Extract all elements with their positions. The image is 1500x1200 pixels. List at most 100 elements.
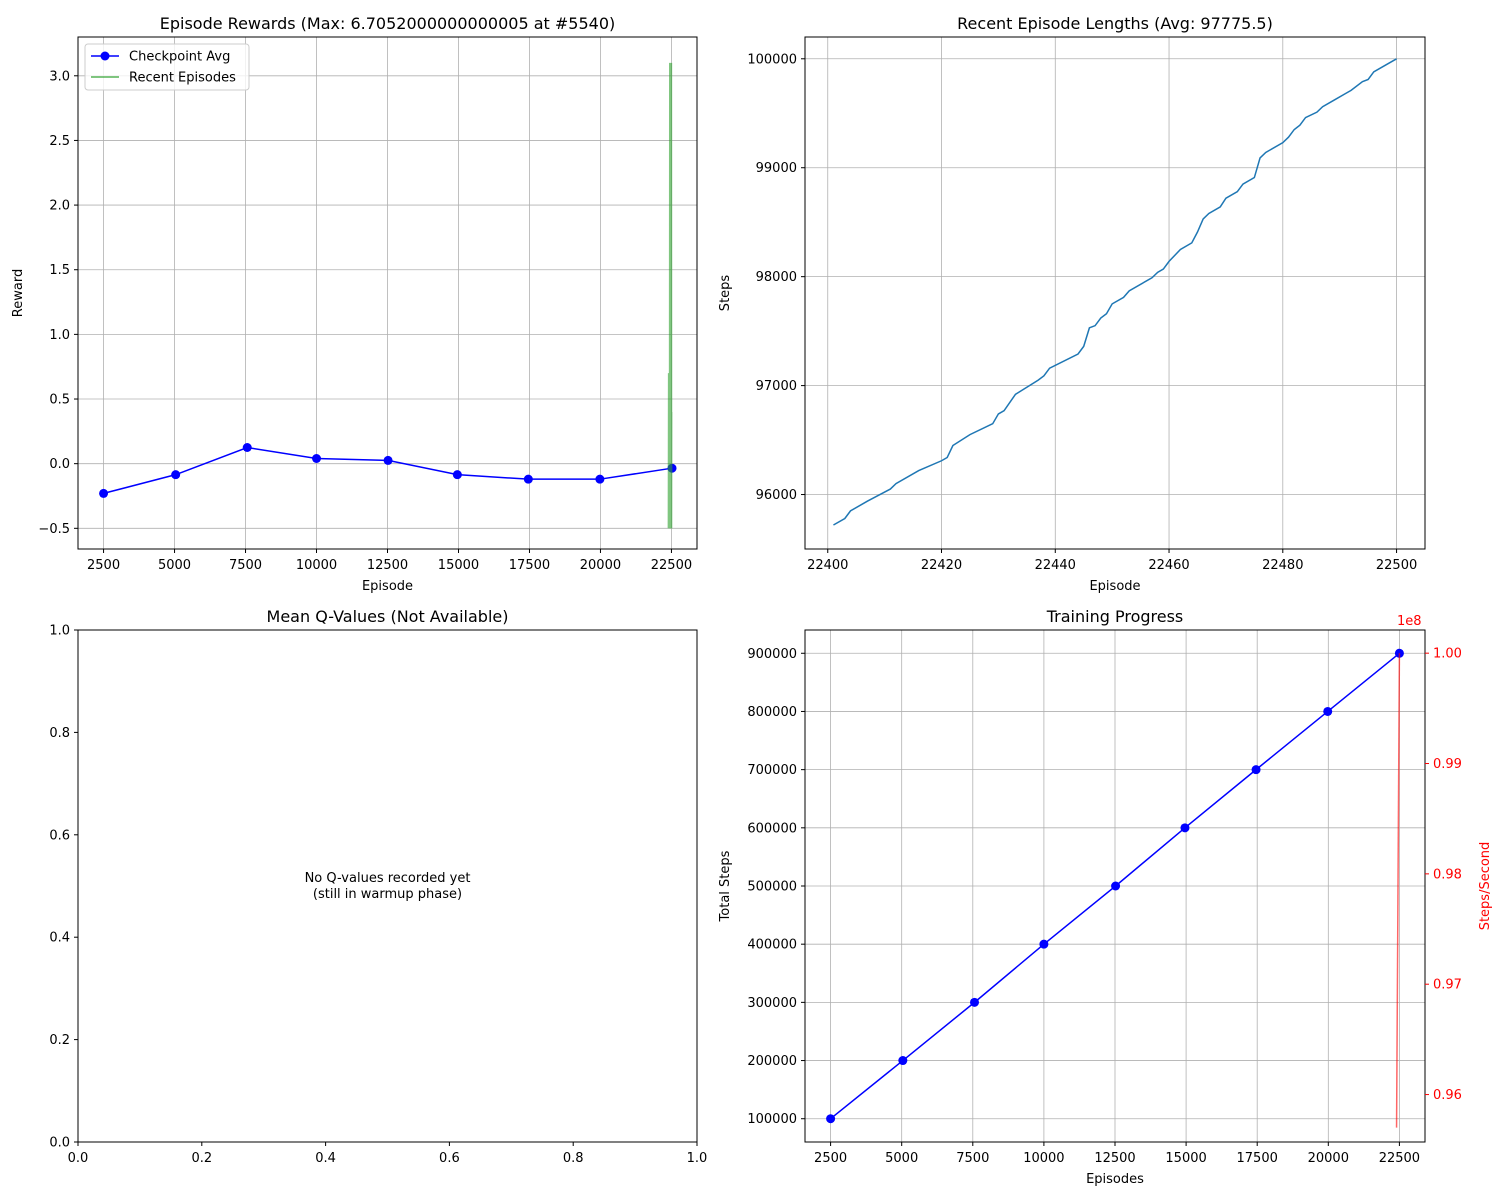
y-tick-label: 600000	[747, 821, 797, 836]
y-tick-label: 0.6	[49, 828, 70, 843]
x-tick-label: 0.6	[439, 1151, 460, 1166]
y-tick-label: 800000	[747, 705, 797, 720]
y-tick-label: 0.2	[49, 1033, 70, 1048]
x-tick-label: 10000	[296, 558, 337, 573]
x-tick-label: 7500	[229, 558, 262, 573]
y-tick-label: 97000	[756, 379, 797, 394]
y-tick-label: 0.0	[49, 1136, 70, 1151]
x-tick-label: 22500	[1376, 558, 1417, 573]
y-right-offset-label: 1e8	[1397, 614, 1422, 629]
x-tick-label: 5000	[158, 558, 191, 573]
y-right-tick-label: 0.96	[1433, 1088, 1462, 1103]
x-tick-label: 7500	[956, 1151, 989, 1166]
y-tick-label: 300000	[747, 996, 797, 1011]
chart-rewards: 2500 5000 7500 10000 12500 15000 17500 20000 225…	[11, 14, 698, 594]
data-point	[1251, 765, 1261, 775]
y-tick-label: 1.0	[49, 624, 70, 639]
chart-title: Episode Rewards (Max: 6.7052000000000005…	[160, 14, 615, 33]
x-tick-label: 22420	[921, 558, 962, 573]
x-tick-label: 5000	[885, 1151, 918, 1166]
y-tick-label: 200000	[747, 1054, 797, 1069]
data-point	[826, 1114, 836, 1124]
axes-frame	[804, 36, 1426, 550]
y-right-axis-label: Steps/Second	[1478, 842, 1493, 931]
annotation-text: (still in warmup phase)	[313, 887, 462, 902]
series-line	[833, 58, 1397, 526]
annotation-text: No Q-values recorded yet	[305, 871, 471, 886]
x-tick-label: 22480	[1262, 558, 1303, 573]
x-tick-label: 22440	[1035, 558, 1076, 573]
y-tick-label: 500000	[747, 880, 797, 895]
legend-marker	[100, 51, 110, 61]
y-axis-label: Steps	[718, 275, 733, 312]
x-tick-label: 22500	[1379, 1151, 1420, 1166]
x-tick-label: 20000	[580, 558, 621, 573]
x-tick-label: 15000	[1165, 1151, 1206, 1166]
x-tick-label: 0.0	[68, 1151, 89, 1166]
x-tick-label: 17500	[1237, 1151, 1278, 1166]
data-point	[383, 455, 393, 465]
x-tick-label: 15000	[438, 558, 479, 573]
y-right-tick-label: 1.00	[1433, 647, 1462, 662]
y-tick-label: 400000	[747, 938, 797, 953]
x-tick-label: 0.2	[191, 1151, 212, 1166]
x-tick-label: 12500	[1094, 1151, 1135, 1166]
legend: Checkpoint Avg Recent Episodes	[84, 43, 250, 91]
data-point	[1111, 881, 1121, 891]
y-axis-label: Reward	[11, 269, 26, 317]
x-tick-label: 0.4	[315, 1151, 336, 1166]
data-point	[970, 997, 980, 1007]
x-tick-label: 17500	[509, 558, 550, 573]
series-line	[1395, 653, 1401, 1128]
chart-lengths: 22400 22420 22440 22460 22480 22500 96000 97000…	[718, 14, 1426, 594]
y-tick-label: 0.4	[49, 931, 70, 946]
x-axis-label: Episodes	[1086, 1172, 1144, 1187]
data-point	[171, 470, 181, 480]
data-point	[1039, 939, 1049, 949]
series-lengths-0	[833, 58, 1397, 526]
x-tick-label: 22500	[651, 558, 692, 573]
y-tick-label: 700000	[747, 763, 797, 778]
legend-label: Checkpoint Avg	[129, 50, 230, 65]
y-tick-label: 2.0	[49, 199, 70, 214]
y-axis-label: Total Steps	[718, 850, 733, 922]
y-tick-label: 0.0	[49, 457, 70, 472]
data-point	[898, 1056, 908, 1066]
data-point	[452, 470, 462, 480]
y-tick-label: 100000	[747, 1112, 797, 1127]
y-tick-label: −0.5	[38, 522, 70, 537]
x-tick-label: 22400	[807, 558, 848, 573]
chart-qvalues: 0.0 0.2 0.4 0.6 0.8 1.0 0.0 0.2 0.4 0.6 0.8 1.0 Mean…	[49, 607, 707, 1166]
x-tick-label: 12500	[367, 558, 408, 573]
y-right-tick-label: 0.97	[1433, 978, 1462, 993]
y-tick-label: 96000	[756, 488, 797, 503]
y-tick-label: 3.0	[49, 69, 70, 84]
y-tick-label: 0.5	[49, 393, 70, 408]
data-point	[523, 474, 533, 484]
chart-title: Training Progress	[1046, 607, 1184, 626]
data-point	[1323, 706, 1333, 716]
x-axis-label: Episode	[1089, 579, 1140, 594]
y-tick-label: 98000	[756, 270, 797, 285]
y-tick-label: 900000	[747, 647, 797, 662]
data-point	[312, 453, 322, 463]
x-tick-label: 2500	[814, 1151, 847, 1166]
legend-label: Recent Episodes	[129, 71, 236, 86]
chart-title: Recent Episode Lengths (Avg: 97775.5)	[957, 14, 1273, 33]
x-tick-label: 20000	[1308, 1151, 1349, 1166]
series-progress-1	[1395, 653, 1401, 1128]
y-tick-label: 1.0	[49, 328, 70, 343]
x-tick-label: 0.8	[563, 1151, 584, 1166]
chart-progress: 2500 5000 7500 10000 12500 15000 17500 20000 225…	[718, 607, 1493, 1187]
series-line	[667, 62, 673, 529]
x-tick-label: 10000	[1023, 1151, 1064, 1166]
data-point	[242, 443, 252, 453]
y-right-tick-label: 0.99	[1433, 757, 1462, 772]
chart-title: Mean Q-Values (Not Available)	[267, 607, 509, 626]
y-tick-label: 1.5	[49, 263, 70, 278]
y-tick-label: 0.8	[49, 726, 70, 741]
x-tick-label: 2500	[87, 558, 120, 573]
data-point	[595, 474, 605, 484]
y-tick-label: 99000	[756, 161, 797, 176]
